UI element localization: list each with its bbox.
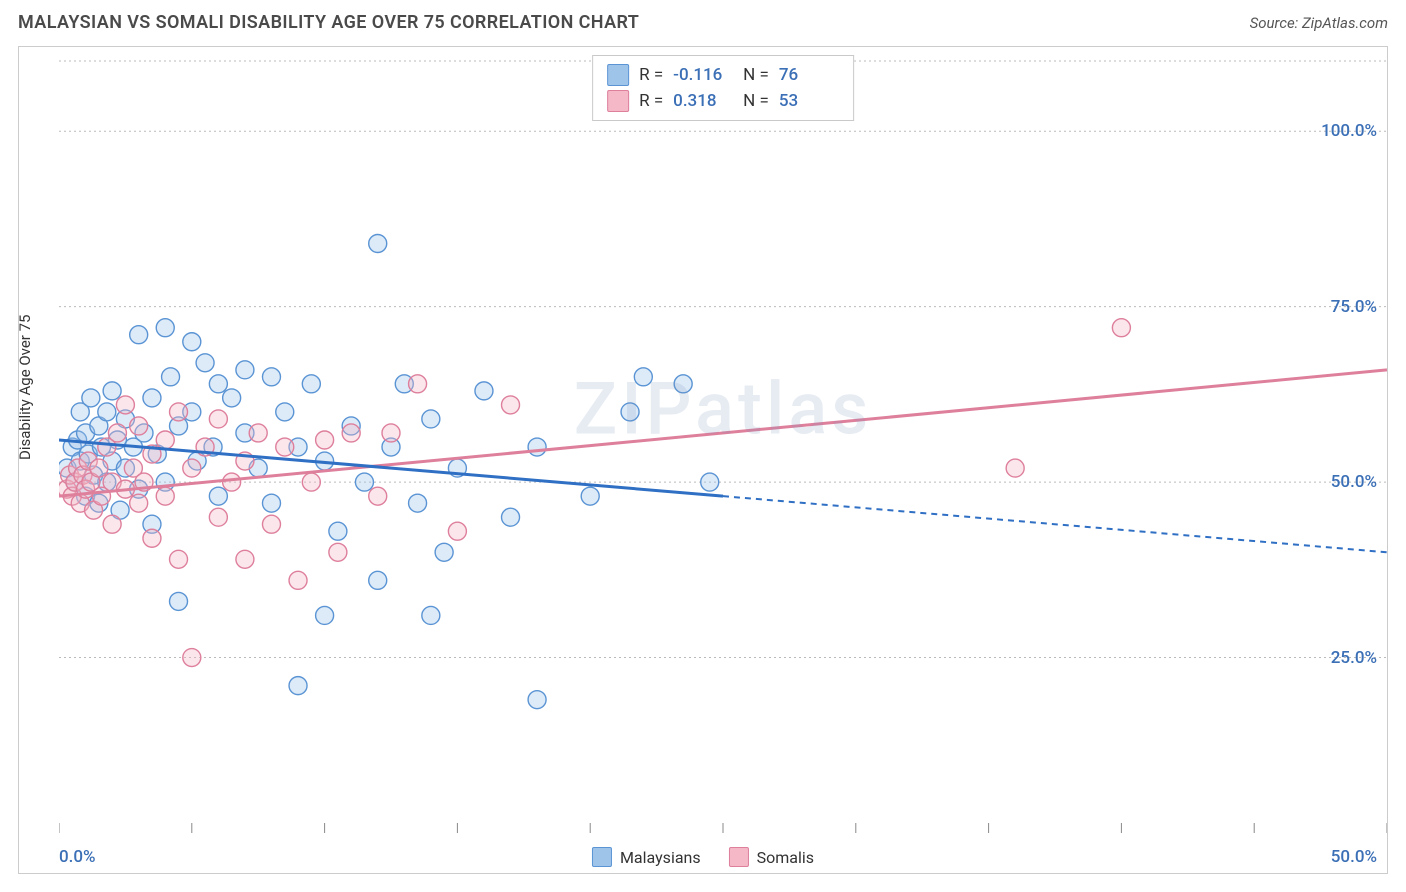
stats-n-value: 76 [779,65,839,85]
legend-item-malaysians: Malaysians [592,847,701,867]
correlation-stats-box: R = -0.116 N = 76 R = 0.318 N = 53 [592,55,854,121]
source-label: Source: ZipAtlas.com [1250,14,1388,32]
x-axis-max-label: 50.0% [1331,847,1377,867]
stats-swatch-icon [607,90,629,112]
stats-row-somalis: R = 0.318 N = 53 [607,88,839,114]
stats-swatch-icon [607,64,629,86]
legend-item-somalis: Somalis [729,847,814,867]
legend-label: Somalis [757,848,814,867]
y-tick-label: 50.0% [1331,472,1377,492]
plot-area: ZIPatlas R =-0.116N =76R =0.318N =53 25.… [59,47,1387,833]
legend-swatch-icon [592,847,612,867]
chart-container: Disability Age Over 75 ZIPatlas R =-0.11… [18,46,1388,874]
x-axis-min-label: 0.0% [59,847,96,867]
stats-row-malaysians: R = -0.116 N = 76 [607,62,839,88]
stats-n-label: N = [743,91,769,111]
stats-r-label: R = [639,65,663,85]
stats-n-value: 53 [779,91,839,111]
stats-r-label: R = [639,91,663,111]
stats-n-label: N = [743,65,769,85]
stats-r-value: -0.116 [673,65,733,85]
stats-r-value: 0.318 [673,91,733,111]
y-tick-label: 25.0% [1331,648,1377,668]
legend-bottom: Malaysians Somalis [592,847,814,867]
y-tick-label: 100.0% [1321,121,1377,141]
y-axis-label: Disability Age Over 75 [16,315,34,460]
legend-label: Malaysians [620,848,701,867]
y-tick-label: 75.0% [1331,297,1377,317]
chart-title: MALAYSIAN VS SOMALI DISABILITY AGE OVER … [18,12,639,33]
scatter-plot-svg [59,47,1387,833]
legend-swatch-icon [729,847,749,867]
